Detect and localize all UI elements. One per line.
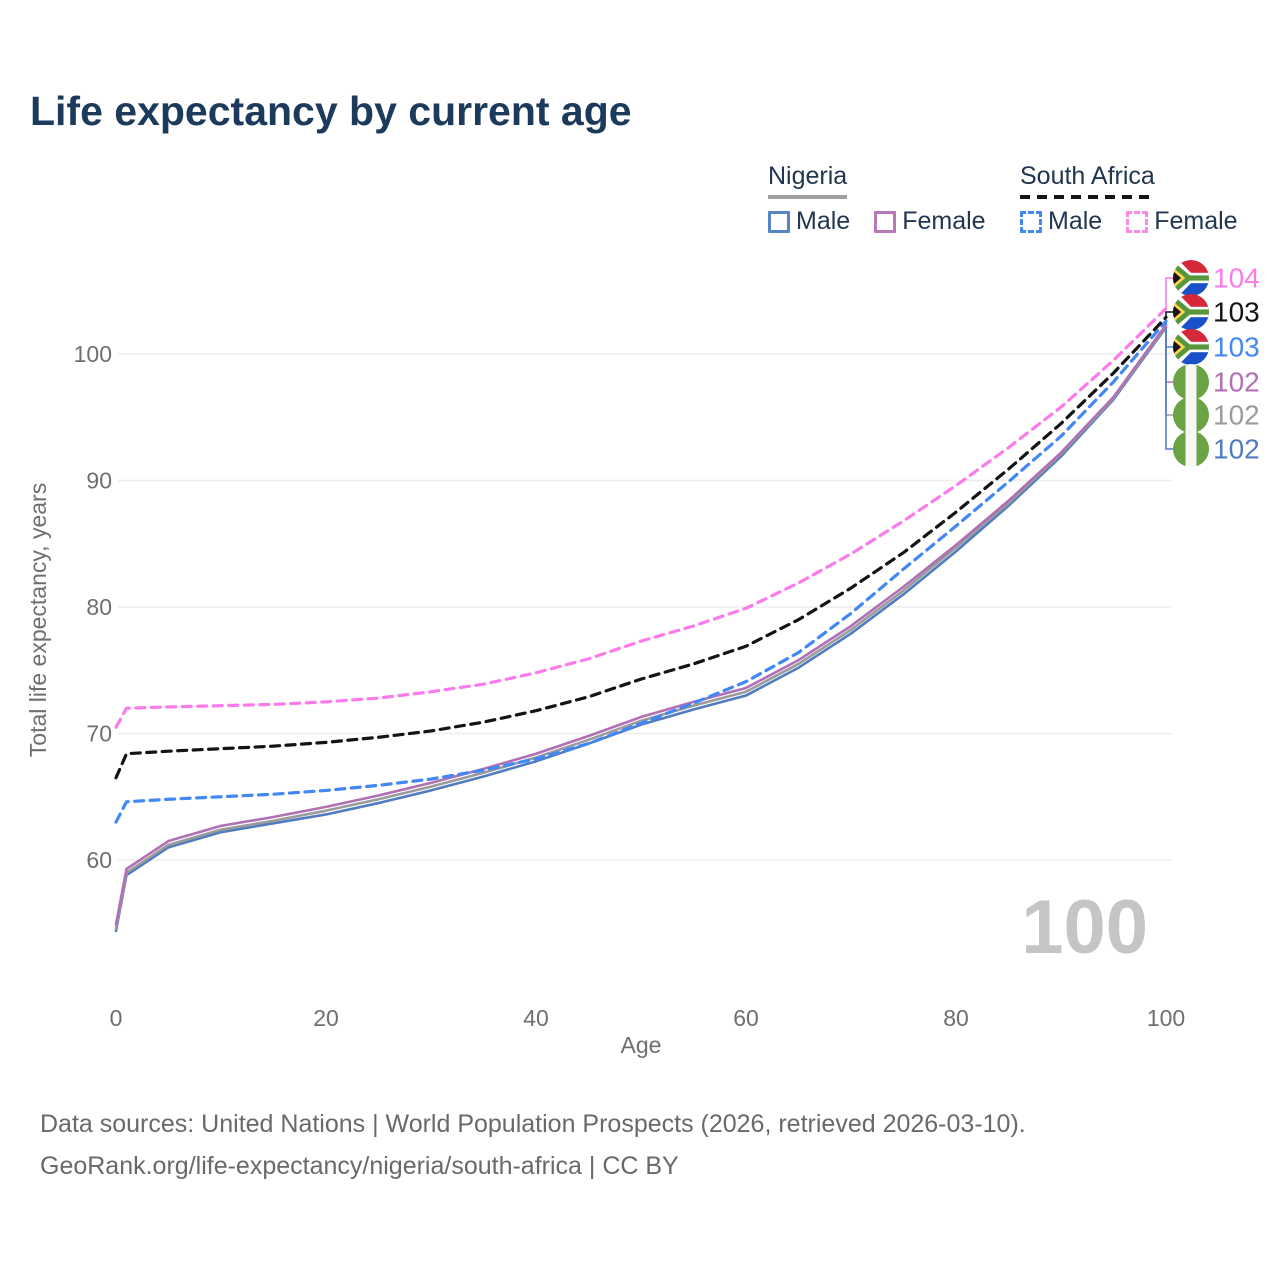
legend-checkbox-south-africa-female[interactable] <box>1126 210 1149 233</box>
flag-icon-nigeria <box>1173 431 1209 467</box>
flag-icon-south-africa <box>1173 260 1209 296</box>
legend-group-south-africa: South Africa Male Female <box>1020 162 1262 236</box>
legend-label-nigeria-male: Male <box>796 207 851 235</box>
legend-group-nigeria: Nigeria Male Female <box>768 162 1010 236</box>
series-line-south-africa-male[interactable] <box>114 319 1168 824</box>
y-tick-label-70: 70 <box>86 721 112 747</box>
series-line-nigeria-male[interactable] <box>114 326 1168 933</box>
series-line-nigeria-female[interactable] <box>114 323 1168 926</box>
x-tick-label-60: 60 <box>733 1005 759 1031</box>
x-tick-label-100: 100 <box>1147 1005 1185 1031</box>
y-tick-label-100: 100 <box>74 341 112 367</box>
x-tick-label-0: 0 <box>110 1005 123 1031</box>
end-label-south-africa-male: 103 <box>1213 332 1260 363</box>
x-tick-label-40: 40 <box>523 1005 549 1031</box>
legend-country-south-africa[interactable]: South Africa <box>1020 162 1155 190</box>
x-axis-title: Age <box>621 1032 662 1058</box>
end-label-south-africa-total: 103 <box>1213 297 1260 328</box>
leader-line-nigeria-male <box>1165 327 1173 450</box>
footer-sources: Data sources: United Nations | World Pop… <box>40 1110 1026 1138</box>
legend-country-nigeria[interactable]: Nigeria <box>768 162 848 190</box>
legend-checkbox-nigeria-male[interactable] <box>768 210 790 233</box>
end-label-nigeria-female: 102 <box>1213 367 1260 398</box>
end-label-south-africa-female: 104 <box>1213 263 1260 294</box>
series-line-south-africa-total[interactable] <box>114 315 1168 780</box>
legend-label-south-africa-male: Male <box>1048 207 1103 235</box>
legend-label-south-africa-female: Female <box>1154 207 1238 235</box>
leader-line-nigeria-total <box>1165 326 1173 416</box>
south-africa-total-line-swatch <box>1020 195 1155 199</box>
legend-label-nigeria-female: Female <box>902 207 986 235</box>
flag-icon-south-africa <box>1173 294 1209 330</box>
end-label-nigeria-total: 102 <box>1213 400 1260 431</box>
footer-attribution: GeoRank.org/life-expectancy/nigeria/sout… <box>40 1152 679 1180</box>
x-tick-label-80: 80 <box>943 1005 969 1031</box>
nigeria-total-line-swatch <box>768 195 848 199</box>
legend-checkbox-nigeria-female[interactable] <box>874 210 897 233</box>
series-line-south-africa-female[interactable] <box>114 306 1168 729</box>
page-title: Life expectancy by current age <box>30 88 632 134</box>
y-axis-title: Total life expectancy, years <box>25 483 51 757</box>
y-tick-label-90: 90 <box>86 468 112 494</box>
flag-icon-nigeria <box>1173 364 1209 400</box>
series-line-nigeria-total[interactable] <box>114 324 1168 930</box>
y-tick-label-60: 60 <box>86 847 112 873</box>
flag-icon-nigeria <box>1173 397 1209 433</box>
flag-icon-south-africa <box>1173 329 1209 365</box>
chart-footer: Data sources: United Nations | World Pop… <box>40 1103 1026 1187</box>
legend-checkbox-south-africa-male[interactable] <box>1020 210 1042 233</box>
leader-line-south-africa-female <box>1165 277 1173 309</box>
end-label-nigeria-male: 102 <box>1213 434 1260 465</box>
age-counter-watermark: 100 <box>1021 885 1148 970</box>
y-tick-label-80: 80 <box>86 594 112 620</box>
x-tick-label-20: 20 <box>313 1005 339 1031</box>
leader-line-south-africa-total <box>1165 311 1173 318</box>
